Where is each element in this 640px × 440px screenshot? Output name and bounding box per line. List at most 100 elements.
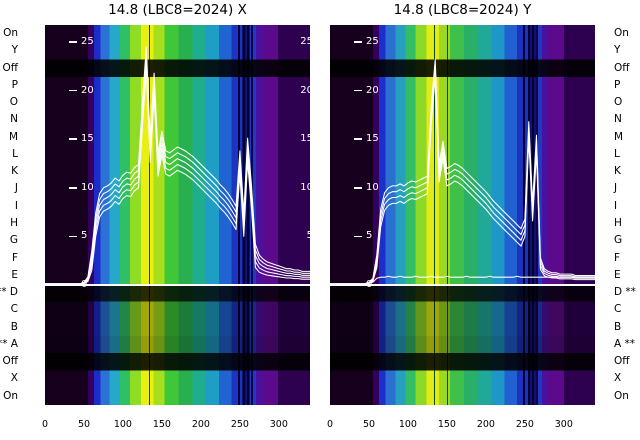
y-tick-value: 10 — [366, 181, 379, 193]
row-label-left-j-9: J — [14, 182, 18, 195]
row-label-right-e-14: E — [614, 268, 621, 281]
y-tick-mark — [354, 284, 362, 286]
row-label-right-off-2: Off — [614, 61, 630, 74]
plot-title-x: 14.8 (LBC8=2024) X — [108, 2, 247, 18]
y-tick-mark — [354, 138, 362, 140]
row-label-right-x-20: X — [614, 372, 622, 385]
row-label-right-off-19: Off — [614, 355, 630, 368]
x-tick-label-150-plot0: 150 — [152, 419, 171, 430]
row-label-right-k-8: K — [614, 165, 621, 178]
y-tick-label-10: 10 — [69, 182, 94, 194]
row-label-right-p-3: P — [614, 78, 621, 91]
y-tick-label-10: 10 — [354, 182, 379, 194]
row-label-left-o-4: O — [9, 96, 18, 109]
y-tick-value: 5 — [81, 230, 88, 242]
beam-profile-x-line — [45, 63, 310, 285]
y-tick-label-25: 25 — [69, 36, 94, 48]
y-tick-mark — [354, 235, 362, 238]
y-tick-value: 25 — [81, 36, 94, 47]
y-tick-mark — [69, 284, 77, 286]
y-tick-label-0: 0 — [69, 279, 87, 291]
row-label-right-i-10: I — [614, 199, 618, 212]
y-tick-label-right-25: 25 — [300, 36, 313, 47]
x-tick-label-50-plot0: 50 — [77, 419, 91, 430]
y-tick-label-right-10: 10 — [300, 181, 313, 193]
y-tick-label-15: 15 — [69, 133, 94, 145]
x-tick-label-300-plot1: 300 — [554, 419, 573, 430]
x-tick-label-50-plot1: 50 — [362, 419, 376, 430]
plot-title-y: 14.8 (LBC8=2024) Y — [393, 2, 532, 18]
row-label-right-c-16: C — [614, 303, 622, 316]
beam-profile-y-line — [330, 76, 595, 285]
beam-profile-y-line — [330, 58, 595, 285]
y-tick-mark — [69, 138, 77, 140]
dark-row-overlay — [45, 25, 310, 405]
y-tick-label-right-15: 15 — [300, 133, 313, 145]
row-label-right-h-11: H — [614, 217, 622, 229]
row-label-left-on-0: On — [3, 27, 18, 39]
row-label-left-h-11: H — [10, 217, 18, 229]
y-tick-label-20: 20 — [69, 85, 94, 97]
y-tick-label-25: 25 — [354, 36, 379, 48]
row-label-right-o-4: O — [614, 96, 623, 109]
row-label-left-c-16: C — [10, 303, 18, 316]
x-tick-label-150-plot1: 150 — [437, 419, 456, 430]
y-tick-value: 20 — [366, 84, 379, 96]
row-label-left-i-10: I — [14, 199, 18, 212]
row-label-left-y-1: Y — [11, 44, 18, 57]
y-tick-mark — [69, 89, 77, 92]
y-tick-mark — [354, 41, 362, 43]
row-label-left-on-21: On — [3, 389, 18, 402]
row-label-right-n-5: N — [614, 113, 622, 126]
row-label-left-n-5: N — [10, 113, 18, 126]
y-tick-mark — [69, 187, 77, 189]
y-tick-value: 20 — [81, 84, 94, 96]
y-tick-mark — [354, 187, 362, 189]
y-tick-label-0: 0 — [354, 279, 372, 291]
row-label-right-m-6: M — [614, 130, 624, 143]
x-tick-label-100-plot1: 100 — [398, 419, 417, 430]
row-label-right-on-21: On — [614, 389, 629, 402]
zero-axis-line — [45, 284, 310, 286]
x-tick-label-250-plot1: 250 — [515, 419, 534, 430]
profile-traces — [45, 46, 310, 285]
heatmap-plot-x: 25 20 15 10 5 0 25 20 15 10 5 — [45, 25, 313, 405]
row-label-right-d-15: D ** — [614, 286, 636, 299]
baseline-trace-y-line — [330, 275, 595, 285]
x-tick-label-200-plot0: 200 — [191, 419, 210, 430]
row-label-right-y-1: Y — [614, 44, 621, 57]
y-tick-value: 15 — [81, 133, 94, 145]
x-tick-label-0-plot0: 0 — [41, 419, 49, 430]
y-tick-label-20: 20 — [354, 85, 379, 97]
y-tick-mark — [69, 41, 77, 43]
row-label-left-m-6: M — [8, 130, 18, 143]
y-tick-value: 5 — [366, 230, 373, 242]
row-label-left-k-8: K — [11, 165, 18, 178]
y-tick-label-right-20: 20 — [300, 84, 313, 96]
row-label-right-f-13: F — [614, 251, 621, 264]
row-label-right-a-18: A ** — [614, 337, 636, 350]
zero-axis-line — [330, 284, 595, 286]
row-label-left-off-19: Off — [2, 355, 19, 368]
row-label-left-x-20: X — [10, 372, 18, 385]
row-label-left-l-7: L — [12, 147, 18, 160]
row-label-right-j-9: J — [614, 182, 618, 195]
y-tick-value: 15 — [366, 133, 379, 145]
x-tick-label-200-plot1: 200 — [476, 419, 495, 430]
x-tick-label-250-plot0: 250 — [230, 419, 249, 430]
row-label-left-e-14: E — [11, 268, 18, 281]
row-label-left-b-17: B — [10, 320, 18, 333]
row-label-left-d-15: ** D — [0, 286, 18, 299]
row-label-left-f-13: F — [11, 251, 18, 264]
row-label-left-g-12: G — [9, 234, 18, 247]
x-tick-label-100-plot0: 100 — [113, 419, 132, 430]
x-tick-label-0-plot1: 0 — [326, 419, 334, 430]
profile-traces — [330, 58, 595, 285]
y-tick-value: 0 — [81, 279, 88, 290]
y-tick-label-5: 5 — [354, 230, 372, 242]
y-tick-value: 0 — [366, 279, 373, 290]
